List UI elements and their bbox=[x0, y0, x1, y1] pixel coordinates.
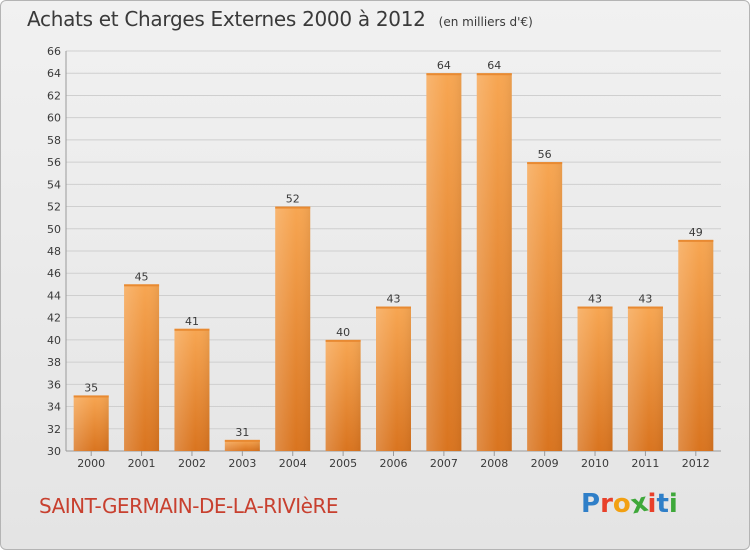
logo-letter: P bbox=[581, 489, 601, 519]
x-tick-label: 2011 bbox=[631, 457, 659, 470]
y-tick-label: 58 bbox=[47, 134, 61, 147]
y-tick-label: 56 bbox=[47, 156, 61, 169]
commune-name: SAINT-GERMAIN-DE-LA-RIVIèRE bbox=[39, 494, 339, 518]
y-tick-label: 64 bbox=[47, 67, 61, 80]
bar-shade bbox=[73, 395, 109, 451]
value-label: 64 bbox=[487, 59, 501, 72]
value-label: 49 bbox=[689, 226, 703, 239]
value-label: 41 bbox=[185, 315, 199, 328]
value-label: 43 bbox=[638, 293, 652, 306]
bar-top-edge bbox=[577, 306, 613, 309]
bar-layer bbox=[73, 73, 714, 451]
value-label: 45 bbox=[135, 270, 149, 283]
bar-top-edge bbox=[426, 73, 462, 76]
bar-shade bbox=[476, 73, 512, 451]
x-tick-label: 2008 bbox=[480, 457, 508, 470]
x-tick-label: 2001 bbox=[128, 457, 156, 470]
y-tick-label: 36 bbox=[47, 378, 61, 391]
bar-top-edge bbox=[325, 339, 361, 342]
proxiti-logo[interactable]: Proxiti bbox=[581, 488, 678, 521]
x-tick-label: 2000 bbox=[77, 457, 105, 470]
y-tick-label: 46 bbox=[47, 267, 61, 280]
x-tick-label: 2009 bbox=[531, 457, 559, 470]
bar-top-edge bbox=[376, 306, 411, 309]
bar-shade bbox=[124, 284, 160, 451]
logo-letter: i bbox=[668, 489, 678, 519]
bar-shade bbox=[174, 328, 210, 451]
y-tick-label: 62 bbox=[47, 89, 61, 102]
value-label: 31 bbox=[235, 426, 249, 439]
y-tick-label: 60 bbox=[47, 112, 61, 125]
y-tick-label: 54 bbox=[47, 178, 61, 191]
logo-letter: r bbox=[600, 489, 613, 519]
bar-shade bbox=[325, 339, 361, 451]
label-layer: 30 32 34 36 38 40 42 44 46 48 50 52 54 56 58 60 62 64 66 35… bbox=[47, 45, 710, 470]
value-label: 43 bbox=[387, 293, 401, 306]
y-tick-label: 44 bbox=[47, 289, 61, 302]
value-label: 64 bbox=[437, 59, 451, 72]
y-tick-label: 50 bbox=[47, 223, 61, 236]
y-tick-label: 32 bbox=[47, 423, 61, 436]
bar-shade bbox=[224, 439, 260, 451]
x-tick-label: 2005 bbox=[329, 457, 357, 470]
y-tick-label: 34 bbox=[47, 401, 61, 414]
y-tick-label: 52 bbox=[47, 201, 61, 214]
y-tick-label: 48 bbox=[47, 245, 61, 258]
bar-top-edge bbox=[627, 306, 663, 309]
y-tick-label: 66 bbox=[47, 45, 61, 58]
chart-title: Achats et Charges Externes 2000 à 2012 bbox=[27, 7, 426, 31]
x-tick-label: 2010 bbox=[581, 457, 609, 470]
bar-top-edge bbox=[678, 239, 714, 242]
bar-top-edge bbox=[124, 284, 160, 287]
bar-shade bbox=[527, 162, 563, 451]
y-tick-label: 38 bbox=[47, 356, 61, 369]
bar-shade bbox=[376, 306, 411, 451]
x-tick-label: 2003 bbox=[228, 457, 256, 470]
value-label: 52 bbox=[286, 193, 300, 206]
value-label: 43 bbox=[588, 293, 602, 306]
y-tick-label: 40 bbox=[47, 334, 61, 347]
y-tick-label: 42 bbox=[47, 312, 61, 325]
bar-shade bbox=[627, 306, 663, 451]
bar-shade bbox=[577, 306, 613, 451]
bar-top-edge bbox=[275, 206, 311, 209]
logo-letter: o bbox=[612, 489, 631, 519]
bar-shade bbox=[275, 206, 311, 451]
y-tick-label: 30 bbox=[47, 445, 61, 458]
bar-top-edge bbox=[174, 328, 210, 331]
x-tick-label: 2002 bbox=[178, 457, 206, 470]
value-label: 35 bbox=[84, 381, 98, 394]
bar-top-edge bbox=[527, 162, 563, 165]
bar-top-edge bbox=[224, 439, 260, 442]
x-tick-label: 2012 bbox=[682, 457, 710, 470]
x-tick-label: 2007 bbox=[430, 457, 458, 470]
bar-top-edge bbox=[476, 73, 512, 76]
chart-subtitle: (en milliers d'€) bbox=[438, 15, 533, 29]
logo-letter: t bbox=[656, 489, 669, 519]
bar-top-edge bbox=[73, 395, 109, 398]
x-tick-label: 2006 bbox=[380, 457, 408, 470]
bar-shade bbox=[678, 239, 714, 451]
value-label: 56 bbox=[538, 148, 552, 161]
value-label: 40 bbox=[336, 326, 350, 339]
title-row: Achats et Charges Externes 2000 à 2012 (… bbox=[27, 7, 533, 31]
logo-letter: i bbox=[647, 489, 657, 519]
bar-shade bbox=[426, 73, 462, 451]
x-tick-label: 2004 bbox=[279, 457, 307, 470]
